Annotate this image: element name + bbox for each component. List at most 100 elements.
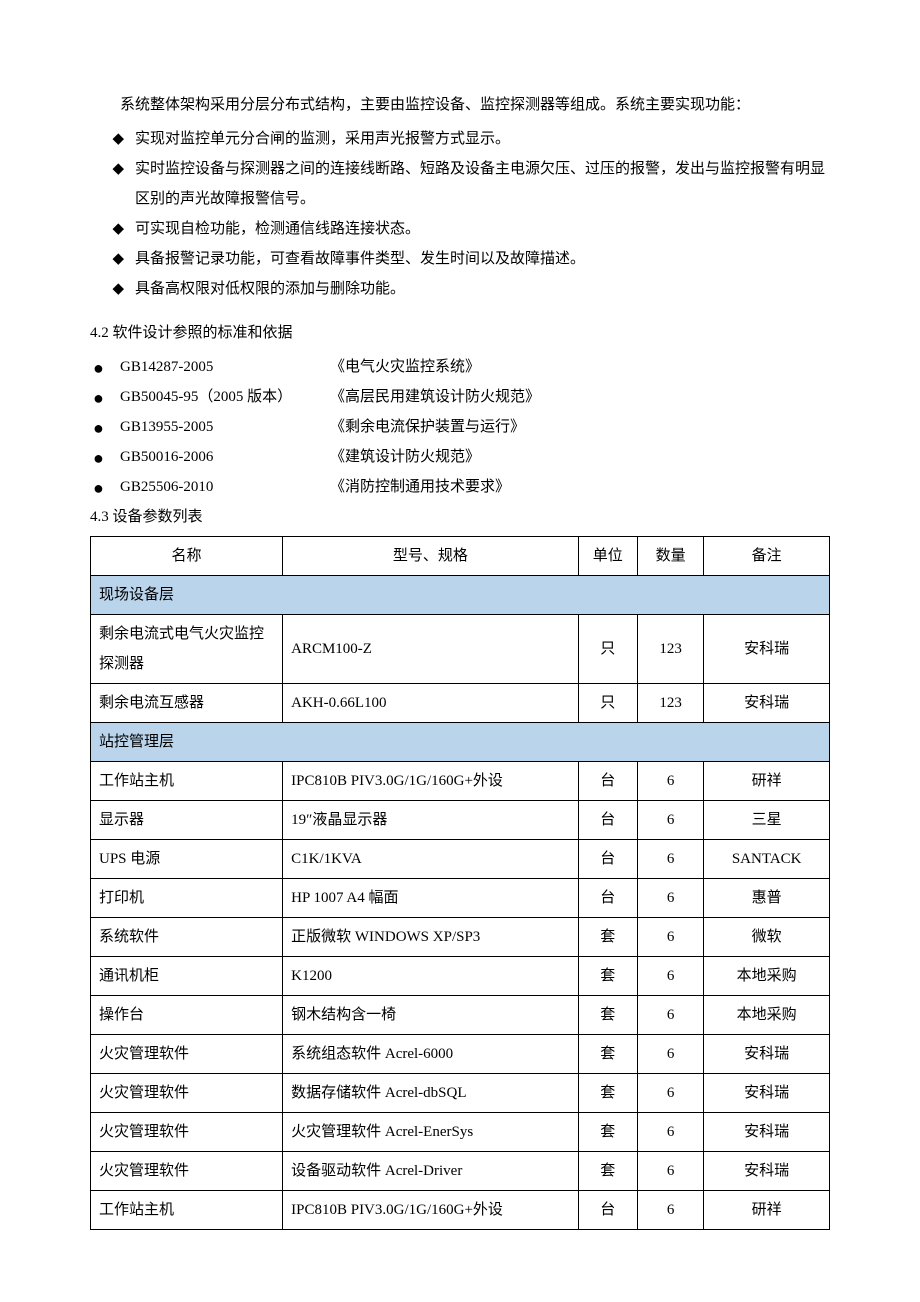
list-item: ◆ 具备报警记录功能，可查看故障事件类型、发生时间以及故障描述。 [113,244,831,274]
cell-unit: 套 [578,1113,637,1152]
cell-unit: 台 [578,1191,637,1230]
disc-bullet-icon: ● [93,442,104,474]
cell-qty: 6 [637,1191,704,1230]
cell-qty: 6 [637,996,704,1035]
cell-name: 显示器 [91,801,283,840]
table-row: 系统软件 正版微软 WINDOWS XP/SP3 套 6 微软 [91,918,830,957]
cell-model: IPC810B PIV3.0G/1G/160G+外设 [283,762,579,801]
cell-remark: SANTACK [704,840,830,879]
diamond-bullet-icon: ◆ [113,244,125,274]
cell-qty: 123 [637,615,704,684]
cell-name: 工作站主机 [91,1191,283,1230]
cell-unit: 套 [578,1074,637,1113]
cell-unit: 套 [578,918,637,957]
list-item: ◆实时监控设备与探测器之间的连接线断路、短路及设备主电源欠压、过压的报警，发出与… [113,154,831,214]
cell-remark: 研祥 [704,1191,830,1230]
list-item: ◆可实现自检功能，检测通信线路连接状态。 [113,214,831,244]
table-header-row: 名称 型号、规格 单位 数量 备注 [91,537,830,576]
cell-model: IPC810B PIV3.0G/1G/160G+外设 [283,1191,579,1230]
cell-qty: 6 [637,957,704,996]
cell-model: 系统组态软件 Acrel-6000 [283,1035,579,1074]
standard-code: GB50045-95（2005 版本） [120,382,330,412]
table-row: 操作台 钢木结构含一椅 套 6 本地采购 [91,996,830,1035]
cell-remark: 安科瑞 [704,1113,830,1152]
table-section-row: 站控管理层 [91,723,830,762]
cell-unit: 套 [578,996,637,1035]
intro-paragraph: 系统整体架构采用分层分布式结构，主要由监控设备、监控探测器等组成。系统主要实现功… [90,90,830,120]
cell-name: 打印机 [91,879,283,918]
cell-unit: 套 [578,1152,637,1191]
cell-name: 火灾管理软件 [91,1035,283,1074]
list-item: ● GB50045-95（2005 版本）《高层民用建筑设计防火规范》 [93,382,830,412]
cell-name: 工作站主机 [91,762,283,801]
cell-qty: 6 [637,1035,704,1074]
cell-name: 火灾管理软件 [91,1074,283,1113]
diamond-bullet-icon: ◆ [113,274,125,304]
standard-name: 《高层民用建筑设计防火规范》 [330,389,540,405]
list-item: ●GB50016-2006《建筑设计防火规范》 [93,442,830,472]
cell-unit: 台 [578,801,637,840]
cell-name: 操作台 [91,996,283,1035]
cell-remark: 安科瑞 [704,1035,830,1074]
list-item: ◆ 具备高权限对低权限的添加与删除功能。 [113,274,831,304]
cell-model: AKH-0.66L100 [283,684,579,723]
cell-unit: 台 [578,879,637,918]
standard-name: 《消防控制通用技术要求》 [330,479,510,495]
list-item: ● GB13955-2005《剩余电流保护装置与运行》 [93,412,830,442]
table-row: 火灾管理软件 火灾管理软件 Acrel-EnerSys 套 6 安科瑞 [91,1113,830,1152]
cell-remark: 本地采购 [704,996,830,1035]
cell-remark: 安科瑞 [704,684,830,723]
standard-code: GB50016-2006 [120,442,330,472]
cell-name: 剩余电流式电气火灾监控探测器 [91,615,283,684]
cell-model: 19″液晶显示器 [283,801,579,840]
disc-bullet-icon: ● [93,472,104,504]
table-row: 通讯机柜 K1200 套 6 本地采购 [91,957,830,996]
intro-bullets: ◆实现对监控单元分合闸的监测，采用声光报警方式显示。 ◆实时监控设备与探测器之间… [90,124,830,304]
table-section-row: 现场设备层 [91,576,830,615]
cell-unit: 套 [578,957,637,996]
standard-code: GB14287-2005 [120,352,330,382]
cell-name: 剩余电流互感器 [91,684,283,723]
list-item: ◆实现对监控单元分合闸的监测，采用声光报警方式显示。 [113,124,831,154]
cell-remark: 安科瑞 [704,615,830,684]
table-row: 剩余电流式电气火灾监控探测器 ARCM100-Z 只 123 安科瑞 [91,615,830,684]
disc-bullet-icon: ● [93,382,104,414]
cell-remark: 三星 [704,801,830,840]
cell-qty: 6 [637,1074,704,1113]
bullet-text: 具备高权限对低权限的添加与删除功能。 [135,281,405,297]
cell-qty: 6 [637,1152,704,1191]
equipment-table: 名称 型号、规格 单位 数量 备注 现场设备层 剩余电流式电气火灾监控探测器 A… [90,536,830,1230]
table-row: 工作站主机 IPC810B PIV3.0G/1G/160G+外设 台 6 研祥 [91,1191,830,1230]
table-row: UPS 电源 C1K/1KVA 台 6 SANTACK [91,840,830,879]
cell-qty: 6 [637,879,704,918]
cell-unit: 台 [578,840,637,879]
group-label: 现场设备层 [91,576,830,615]
cell-remark: 安科瑞 [704,1074,830,1113]
cell-model: 正版微软 WINDOWS XP/SP3 [283,918,579,957]
cell-remark: 安科瑞 [704,1152,830,1191]
diamond-bullet-icon: ◆ [113,214,125,244]
disc-bullet-icon: ● [93,412,104,444]
disc-bullet-icon: ● [93,352,104,384]
cell-model: K1200 [283,957,579,996]
cell-qty: 123 [637,684,704,723]
standard-name: 《电气火灾监控系统》 [330,359,480,375]
th-model: 型号、规格 [283,537,579,576]
bullet-text: 具备报警记录功能，可查看故障事件类型、发生时间以及故障描述。 [135,251,585,267]
standard-name: 《剩余电流保护装置与运行》 [330,419,525,435]
cell-name: 系统软件 [91,918,283,957]
diamond-bullet-icon: ◆ [113,124,125,154]
cell-qty: 6 [637,801,704,840]
th-name: 名称 [91,537,283,576]
section-4-3-title: 4.3 设备参数列表 [90,502,830,532]
diamond-bullet-icon: ◆ [113,154,125,184]
cell-name: 火灾管理软件 [91,1152,283,1191]
standard-code: GB13955-2005 [120,412,330,442]
section-4-2-title: 4.2 软件设计参照的标准和依据 [90,318,830,348]
table-row: 打印机 HP 1007 A4 幅面 台 6 惠普 [91,879,830,918]
cell-remark: 本地采购 [704,957,830,996]
list-item: ● GB14287-2005《电气火灾监控系统》 [93,352,830,382]
standards-list: ● GB14287-2005《电气火灾监控系统》 ● GB50045-95（2005… [90,352,830,502]
th-unit: 单位 [578,537,637,576]
table-row: 火灾管理软件 设备驱动软件 Acrel-Driver 套 6 安科瑞 [91,1152,830,1191]
